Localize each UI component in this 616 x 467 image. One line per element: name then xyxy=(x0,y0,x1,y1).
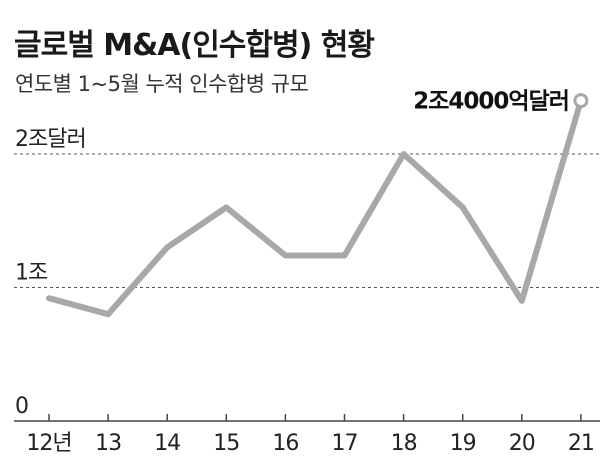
x-tick-label: 15 xyxy=(213,431,239,456)
y-tick-label: 2조달러 xyxy=(15,127,86,152)
data-point-marker xyxy=(573,93,589,109)
x-tick-label: 19 xyxy=(450,431,476,456)
chart-subtitle: 연도별 1~5월 누적 인수합병 규모 xyxy=(15,72,309,96)
x-tick-label: 16 xyxy=(272,431,298,456)
x-tick-label: 17 xyxy=(332,431,358,456)
data-label: 2조4000억달러 xyxy=(413,89,569,115)
x-tick-label: 21 xyxy=(568,431,594,456)
chart-title: 글로벌 M&A(인수합병) 현황 xyxy=(14,28,375,63)
x-tick-label: 13 xyxy=(95,431,121,456)
x-tick-label: 14 xyxy=(154,431,180,456)
x-tick-label: 20 xyxy=(509,431,535,456)
y-tick-label: 1조 xyxy=(15,261,48,286)
y-tick-label: 0 xyxy=(15,394,28,419)
x-tick-label: 18 xyxy=(391,431,417,456)
x-tick-label: 12년 xyxy=(26,431,71,456)
series-line xyxy=(46,97,584,318)
